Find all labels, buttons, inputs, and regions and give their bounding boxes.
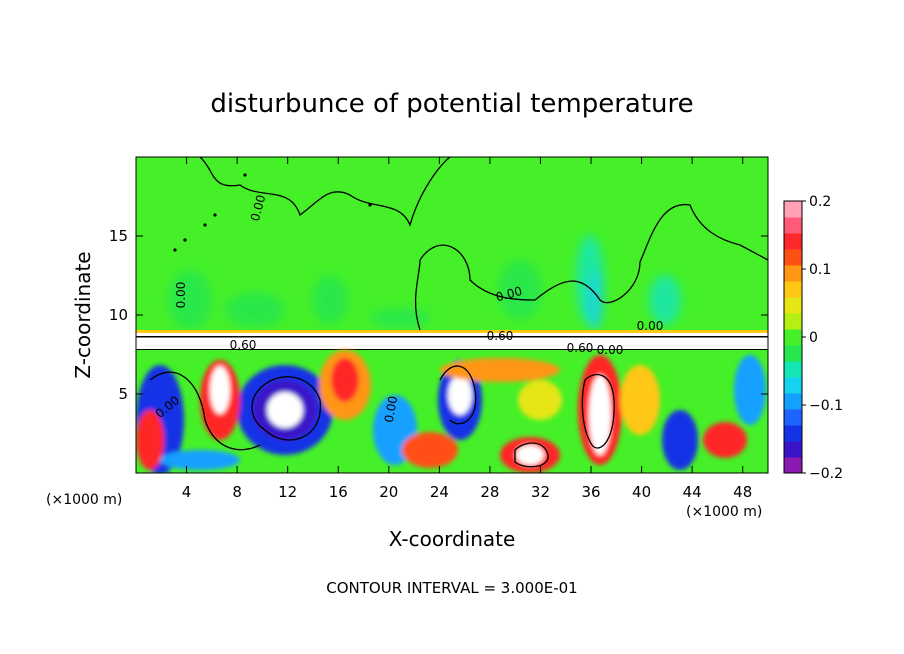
- x-tick-label: 28: [480, 483, 499, 501]
- chart-title: disturbunce of potential temperature: [210, 89, 693, 119]
- colorbar-swatch: [784, 425, 802, 442]
- contour-label: 0.00: [382, 395, 400, 424]
- colorbar-tick-label: 0.1: [809, 262, 831, 278]
- contour-label: 0.00: [494, 284, 523, 304]
- colorbar-swatch: [784, 393, 802, 410]
- colorbar-swatch: [784, 201, 802, 218]
- x-tick-label: 48: [733, 483, 752, 501]
- x-tick-label: 40: [632, 483, 651, 501]
- colorbar-swatch: [784, 329, 802, 346]
- colorbar-swatch: [784, 233, 802, 250]
- contour-label: 0.60: [230, 338, 257, 352]
- z-unit-label: (×1000 m): [46, 492, 122, 508]
- colorbar-tick-label: −0.2: [809, 466, 843, 482]
- x-unit-label: (×1000 m): [686, 504, 762, 520]
- colorbar-swatch: [784, 441, 802, 458]
- colorbar-swatch: [784, 377, 802, 394]
- colorbar-swatch: [784, 361, 802, 378]
- contour-label: 0.60: [487, 329, 514, 343]
- x-axis: 4 8 12 16 20 24 28 32 36 40 44 48: [182, 157, 752, 501]
- x-tick-label: 36: [581, 483, 600, 501]
- y-tick-label: 10: [109, 306, 128, 324]
- colorbar-swatch: [784, 281, 802, 298]
- contour-interval-note: CONTOUR INTERVAL = 3.000E-01: [326, 579, 577, 597]
- contour-label: 0.00: [597, 343, 624, 357]
- colorbar-swatch: [784, 409, 802, 426]
- contour-label: 0.00: [637, 319, 664, 333]
- contour-label: 0.00: [248, 193, 268, 222]
- heatmap-field: [136, 157, 768, 473]
- x-tick-label: 4: [182, 483, 192, 501]
- y-tick-label: 15: [109, 227, 128, 245]
- colorbar: −0.2 −0.1 0 0.1 0.2: [783, 194, 843, 482]
- colorbar-swatch: [784, 297, 802, 314]
- colorbar-swatch: [784, 217, 802, 234]
- colorbar-swatch: [784, 313, 802, 330]
- contour-labels: 0.000.600.600.000.60 0.000.000.00 0.000.00: [153, 193, 664, 423]
- y-axis-label: Z-coordinate: [71, 251, 95, 378]
- x-tick-label: 32: [531, 483, 550, 501]
- colorbar-swatch: [784, 457, 802, 474]
- colorbar-swatch: [784, 345, 802, 362]
- x-tick-label: 24: [430, 483, 449, 501]
- colorbar-tick-label: 0.2: [809, 194, 831, 210]
- colorbar-swatch: [784, 249, 802, 266]
- colorbar-swatch: [784, 265, 802, 282]
- contour-label: 0.60: [567, 341, 594, 355]
- x-tick-label: 44: [683, 483, 702, 501]
- contour-label: 0.00: [174, 282, 188, 309]
- x-tick-label: 20: [379, 483, 398, 501]
- colorbar-tick-label: −0.1: [809, 398, 843, 414]
- y-tick-label: 5: [118, 385, 128, 403]
- colorbar-tick-label: 0: [809, 330, 818, 346]
- x-axis-label: X-coordinate: [389, 527, 516, 551]
- x-tick-label: 16: [329, 483, 348, 501]
- y-axis: 5 10 15: [109, 227, 768, 403]
- x-tick-label: 8: [232, 483, 242, 501]
- x-tick-label: 12: [278, 483, 297, 501]
